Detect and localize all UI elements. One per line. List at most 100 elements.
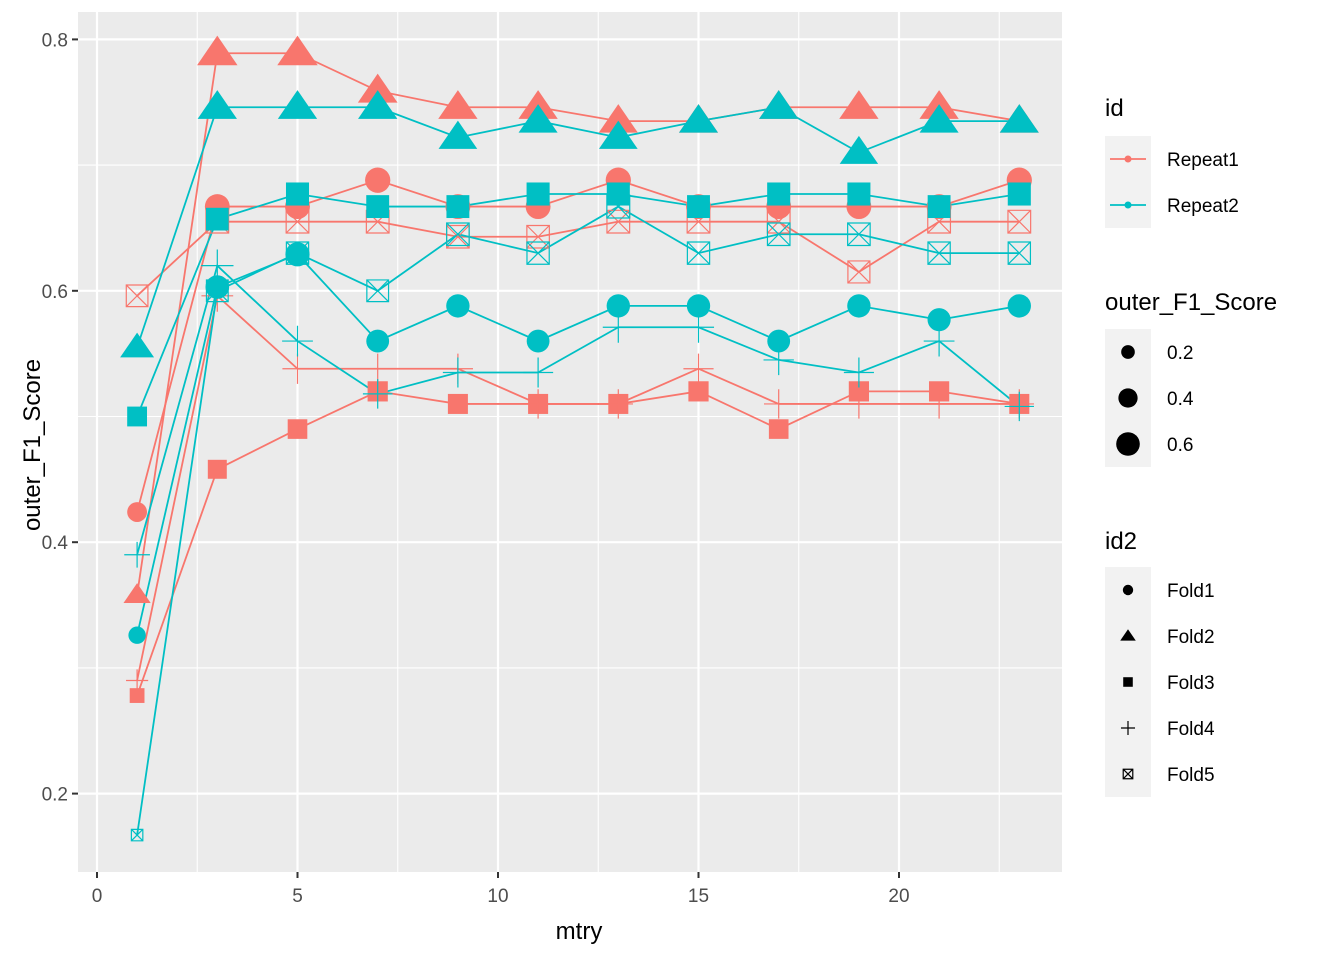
point-repeat2-fold2-mtry-15 <box>678 104 719 133</box>
point-repeat2-fold4-mtry-9 <box>442 357 473 388</box>
legend-shape-label-fold1: Fold1 <box>1167 581 1215 602</box>
y-tick-label-0: 0.2 <box>42 785 68 806</box>
point-repeat2-fold5-mtry-15 <box>686 241 711 265</box>
point-repeat1-fold4-mtry-11 <box>523 389 553 419</box>
legend-shape-fold4 <box>1120 720 1136 736</box>
point-repeat1-fold4-mtry-21 <box>924 389 954 419</box>
point-repeat2-fold4-mtry-13 <box>602 311 634 343</box>
point-repeat1-fold3-mtry-9 <box>447 393 468 414</box>
point-repeat1-fold2-mtry-1 <box>123 583 151 604</box>
point-repeat2-fold3-mtry-1 <box>127 406 148 427</box>
legend-shape-fold5 <box>1122 768 1134 780</box>
point-repeat2-fold3-mtry-21 <box>927 195 951 219</box>
point-repeat2-fold4-mtry-3 <box>201 249 234 282</box>
point-repeat2-fold2-mtry-21 <box>919 104 959 133</box>
point-repeat1-fold2-mtry-7 <box>357 73 398 103</box>
legend-outer-f1-score: outer_F1_Score 0.2 0.4 0.6 <box>1105 289 1277 467</box>
point-repeat2-fold2-mtry-5 <box>277 90 318 119</box>
legend-size-dot-0 <box>1121 345 1135 359</box>
point-repeat1-fold3-mtry-17 <box>768 419 789 439</box>
point-repeat2-fold1-mtry-17 <box>767 329 791 353</box>
point-repeat2-fold3-mtry-11 <box>526 182 550 206</box>
y-tick-label-3: 0.8 <box>42 30 68 51</box>
point-repeat2-fold5-mtry-3 <box>205 279 229 303</box>
point-repeat2-fold3-mtry-5 <box>285 182 310 206</box>
point-repeat2-fold5-mtry-13 <box>606 194 631 219</box>
point-repeat2-fold2-mtry-19 <box>839 135 879 164</box>
point-repeat2-fold3-mtry-19 <box>847 182 871 206</box>
point-repeat1-fold4-mtry-19 <box>844 389 874 419</box>
legend-shape-fold1 <box>1122 584 1134 596</box>
point-repeat2-fold1-mtry-21 <box>927 308 951 332</box>
point-repeat1-fold2-mtry-9 <box>438 90 478 119</box>
point-repeat1-fold3-mtry-15 <box>688 381 709 402</box>
point-repeat1-fold4-mtry-7 <box>362 353 393 384</box>
point-repeat1-fold2-mtry-5 <box>277 35 318 66</box>
legend-size-title: outer_F1_Score <box>1105 289 1277 316</box>
x-tick-label-4: 20 <box>888 886 909 907</box>
line-repeat2-fold4 <box>136 263 1020 556</box>
point-repeat2-fold2-mtry-9 <box>438 120 478 149</box>
legend-size-label-0: 0.2 <box>1167 343 1193 364</box>
point-repeat2-fold4-mtry-21 <box>923 325 955 357</box>
point-repeat1-fold3-mtry-5 <box>287 419 308 439</box>
point-repeat2-fold1-mtry-13 <box>606 294 630 318</box>
point-repeat2-fold2-mtry-1 <box>120 332 155 358</box>
point-repeat2-fold3-mtry-13 <box>606 182 630 206</box>
series-lines <box>136 52 1020 836</box>
point-repeat2-fold5-mtry-23 <box>1007 241 1032 265</box>
legend-id-title: id <box>1105 95 1124 122</box>
point-repeat1-fold4-mtry-15 <box>683 353 714 384</box>
point-repeat2-fold1-mtry-11 <box>526 329 550 353</box>
line-repeat2-fold5 <box>136 205 1020 836</box>
point-repeat2-fold4-mtry-19 <box>843 357 874 388</box>
point-repeat2-fold4-mtry-15 <box>682 311 715 343</box>
point-repeat1-fold4-mtry-13 <box>603 389 633 419</box>
legend-size-label-2: 0.6 <box>1167 435 1193 456</box>
point-repeat2-fold5-mtry-21 <box>927 241 951 265</box>
point-repeat2-fold5-mtry-5 <box>285 241 310 265</box>
point-repeat2-fold5-mtry-17 <box>766 222 791 247</box>
point-repeat2-fold3-mtry-15 <box>687 195 710 219</box>
data-points <box>120 35 1039 842</box>
point-repeat2-fold1-mtry-9 <box>446 294 470 318</box>
y-tick-label-2: 0.6 <box>42 282 68 303</box>
point-repeat1-fold5-mtry-5 <box>285 209 310 234</box>
x-tick-label-3: 15 <box>688 886 709 907</box>
line-repeat2-fold2 <box>136 106 1020 348</box>
legend-shape-label-fold2: Fold2 <box>1167 627 1215 648</box>
point-repeat1-fold4-mtry-17 <box>764 389 794 419</box>
point-repeat2-fold4-mtry-17 <box>763 344 794 376</box>
legend-shape-label-fold5: Fold5 <box>1167 765 1215 786</box>
point-repeat2-fold5-mtry-11 <box>526 241 550 265</box>
point-repeat2-fold3-mtry-7 <box>366 195 390 219</box>
legend-shape-label-fold3: Fold3 <box>1167 673 1215 694</box>
point-repeat2-fold4-mtry-7 <box>362 379 393 409</box>
point-repeat2-fold1-mtry-7 <box>366 329 390 353</box>
legend-shape-fold2 <box>1120 629 1136 641</box>
legend-label-repeat2: Repeat2 <box>1167 196 1239 217</box>
point-repeat2-fold1-mtry-15 <box>686 294 711 318</box>
point-repeat1-fold5-mtry-19 <box>847 260 871 284</box>
point-repeat1-fold5-mtry-23 <box>1007 209 1032 234</box>
point-repeat2-fold5-mtry-9 <box>446 222 470 247</box>
legend-id2: id2 Fold1 Fold2 Fold3 Fold4 Fold5 <box>1105 528 1215 797</box>
legend-id: id Repeat1 Repeat2 <box>1105 95 1239 228</box>
point-repeat2-fold5-mtry-19 <box>847 222 871 247</box>
point-repeat2-fold4-mtry-5 <box>282 325 313 357</box>
x-tick-label-0: 0 <box>92 886 103 907</box>
major-grid <box>78 12 1062 872</box>
point-repeat1-fold1-mtry-1 <box>127 502 148 522</box>
legend-dot-repeat1 <box>1124 155 1132 163</box>
legend-size-label-1: 0.4 <box>1167 389 1194 410</box>
point-repeat1-fold4-mtry-1 <box>126 669 149 692</box>
point-repeat2-fold3-mtry-17 <box>767 182 791 206</box>
point-repeat2-fold4-mtry-23 <box>1004 391 1034 422</box>
point-repeat1-fold2-mtry-3 <box>197 35 238 66</box>
y-tick-label-1: 0.4 <box>42 533 69 554</box>
point-repeat1-fold4-mtry-5 <box>282 353 313 384</box>
point-repeat2-fold4-mtry-11 <box>523 357 554 388</box>
point-repeat2-fold1-mtry-5 <box>285 242 310 267</box>
point-repeat2-fold2-mtry-13 <box>598 120 638 149</box>
